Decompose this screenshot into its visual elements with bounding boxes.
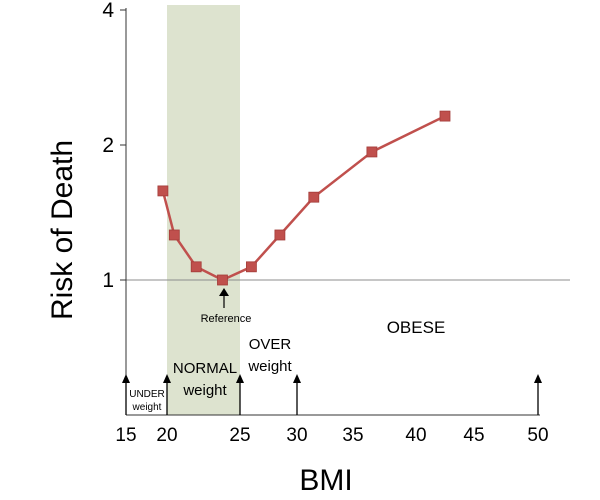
y-tick-labels: 1 2 4 (102, 0, 126, 292)
category-arrow-head (122, 374, 130, 383)
x-tick-label: 50 (527, 425, 548, 446)
data-point (217, 274, 228, 286)
category-arrow-head (293, 374, 301, 383)
x-tick-labels: 15 20 25 30 35 40 45 50 (115, 425, 548, 446)
y-tick-label: 1 (102, 269, 114, 292)
over-label-line2: weight (247, 358, 292, 375)
underweight-label-line1: UNDER (129, 389, 165, 400)
normal-label-line2: weight (182, 382, 227, 399)
over-label-line1: OVER (249, 336, 292, 353)
x-tick-label: 45 (463, 425, 484, 446)
underweight-label-line2: weight (132, 402, 162, 413)
x-tick-label: 40 (405, 425, 426, 446)
x-tick-label: 25 (229, 425, 250, 446)
data-point (245, 261, 257, 273)
normal-weight-band (167, 5, 240, 415)
data-point (308, 191, 320, 203)
normal-label-line1: NORMAL (173, 360, 237, 377)
data-point (366, 146, 378, 158)
x-tick-label: 15 (115, 425, 136, 446)
category-arrows (122, 374, 542, 415)
y-axis-label: Risk of Death (46, 140, 79, 320)
category-arrow-head (534, 374, 542, 383)
obese-label: OBESE (387, 318, 446, 337)
y-tick-label: 2 (102, 134, 114, 157)
reference-label: Reference (201, 313, 252, 325)
y-tick-label: 4 (102, 0, 114, 22)
category-arrow-head (236, 374, 244, 383)
data-point (190, 261, 202, 273)
data-point (168, 229, 180, 241)
x-axis-label: BMI (299, 464, 352, 497)
x-tick-label: 20 (156, 425, 177, 446)
reference-arrow-head (219, 288, 229, 296)
data-point (274, 229, 286, 241)
data-point (157, 185, 169, 197)
series-markers (157, 110, 451, 286)
category-arrow-head (163, 374, 171, 383)
x-tick-label: 35 (342, 425, 363, 446)
data-point (439, 110, 451, 122)
x-tick-label: 30 (286, 425, 307, 446)
